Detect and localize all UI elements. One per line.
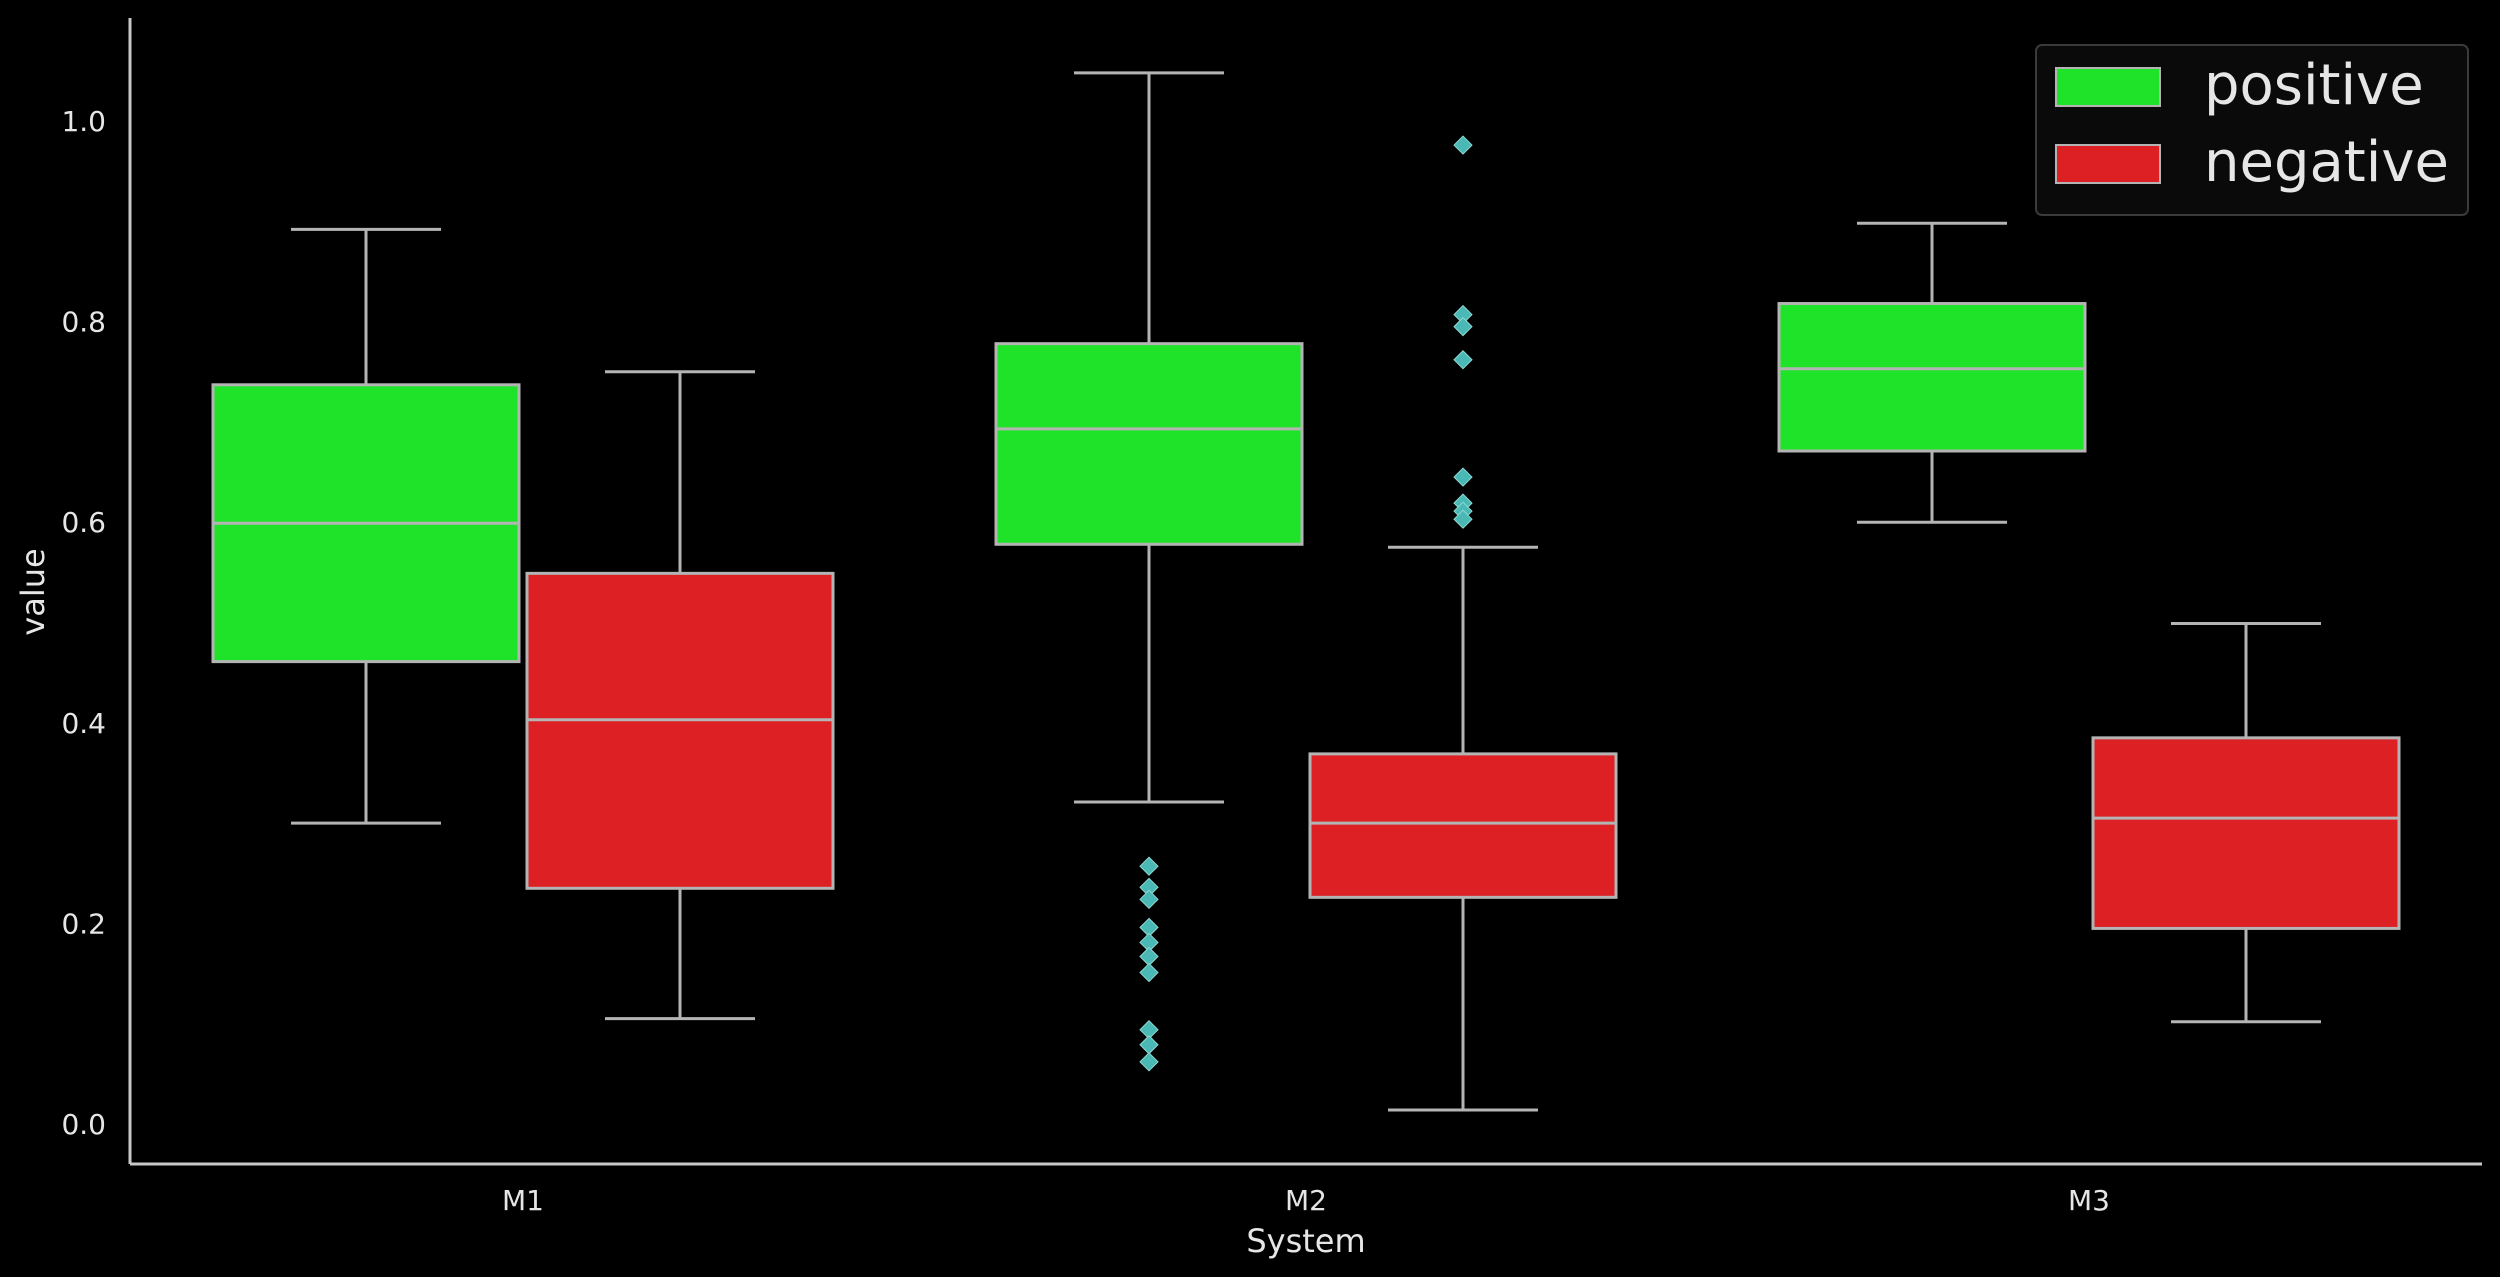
outlier-point (1453, 135, 1473, 155)
box-iqr (1308, 752, 1618, 899)
box-positive-M2 (994, 71, 1304, 1072)
outlier-point (1139, 1052, 1159, 1072)
box-negative-M3 (2091, 622, 2401, 1024)
box-positive-M1 (211, 227, 521, 825)
outlier-point (1453, 316, 1473, 337)
outlier-point (1453, 467, 1473, 487)
y-tick-label: 0.6 (61, 506, 106, 539)
legend-label-positive: positive (2204, 53, 2424, 118)
x-tick-label: M2 (1285, 1184, 1327, 1217)
box-negative-M2 (1308, 135, 1618, 1112)
outlier-point (1139, 962, 1159, 983)
boxes-layer (211, 71, 2401, 1112)
box-negative-M1 (525, 370, 835, 1021)
y-axis-label: value (14, 548, 52, 635)
box-iqr (1777, 302, 2087, 453)
box-iqr (2091, 736, 2401, 930)
y-tick-label: 0.0 (61, 1108, 106, 1141)
legend: positive negative (2035, 44, 2469, 216)
y-tick-label: 1.0 (61, 105, 106, 138)
box-iqr (525, 571, 835, 890)
outlier-point (1453, 509, 1473, 529)
x-axis-label: System (1246, 1222, 1365, 1260)
x-tick-label: M1 (502, 1184, 544, 1217)
axes: 0.0 0.2 0.4 0.6 0.8 1.0 M1 M2 M3 System value (14, 18, 2482, 1260)
legend-swatch-negative (2055, 144, 2161, 184)
box-iqr (994, 342, 1304, 546)
y-tick-label: 0.2 (61, 907, 106, 940)
outlier-point (1139, 856, 1159, 876)
y-tick-label: 0.8 (61, 306, 106, 339)
legend-label-negative: negative (2204, 130, 2449, 195)
y-tick-label: 0.4 (61, 707, 106, 740)
outlier-point (1139, 889, 1159, 910)
legend-swatch-positive (2055, 67, 2161, 107)
box-positive-M3 (1777, 221, 2087, 524)
outlier-point (1453, 350, 1473, 370)
x-tick-label: M3 (2068, 1184, 2110, 1217)
